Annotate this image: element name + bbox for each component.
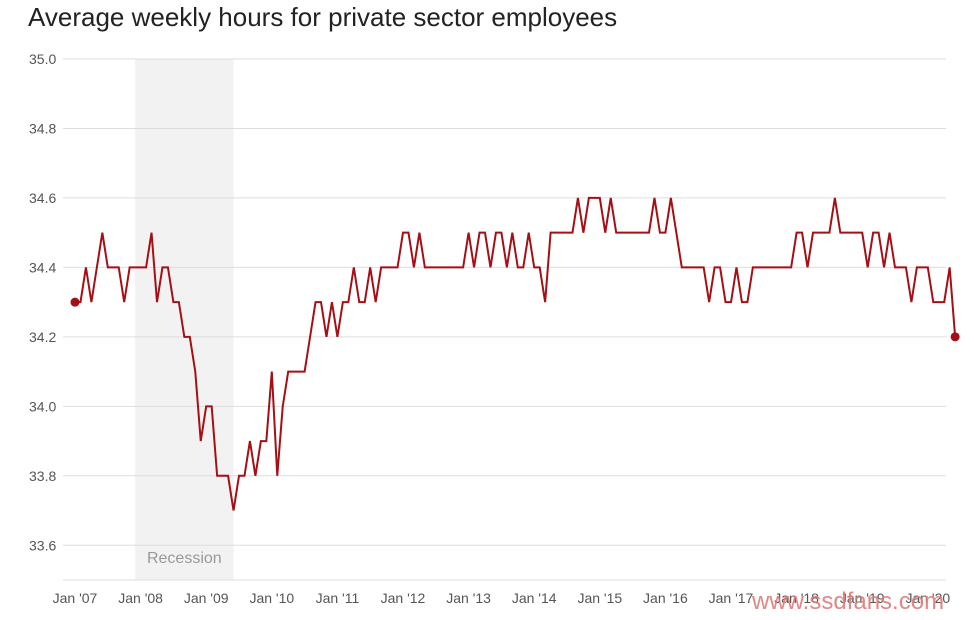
y-tick-label: 33.6 [29, 537, 56, 553]
y-tick-label: 34.4 [29, 259, 56, 275]
x-tick-label: Jan '07 [53, 590, 98, 606]
y-tick-label: 34.8 [29, 120, 56, 136]
chart-title: Average weekly hours for private sector … [28, 2, 618, 32]
recession-label: Recession [147, 550, 222, 567]
x-tick-label: Jan '13 [446, 590, 491, 606]
x-tick-label: Jan '12 [381, 590, 426, 606]
x-tick-label: Jan '08 [118, 590, 163, 606]
y-tick-label: 34.6 [29, 190, 56, 206]
x-tick-label: Jan '09 [184, 590, 229, 606]
x-tick-label: Jan '11 [316, 590, 360, 606]
y-tick-label: 35.0 [29, 51, 56, 67]
x-tick-label: Jan '20 [905, 590, 950, 606]
endpoint-marker [70, 297, 80, 307]
x-tick-label: Jan '17 [709, 590, 754, 606]
endpoint-marker [950, 332, 960, 342]
x-tick-label: Jan '10 [249, 590, 294, 606]
x-tick-label: Jan '16 [643, 590, 688, 606]
x-tick-label: Jan '18 [774, 590, 819, 606]
y-tick-label: 33.8 [29, 468, 56, 484]
series-line [75, 196, 957, 511]
recession-band [135, 59, 234, 580]
y-tick-label: 34.0 [29, 398, 56, 414]
y-tick-label: 34.2 [29, 329, 56, 345]
watermark-text: www.ssdfans.com [752, 588, 945, 615]
x-tick-label: Jan '15 [577, 590, 622, 606]
x-tick-label: Jan '14 [512, 590, 557, 606]
x-tick-label: Jan '19 [840, 590, 885, 606]
